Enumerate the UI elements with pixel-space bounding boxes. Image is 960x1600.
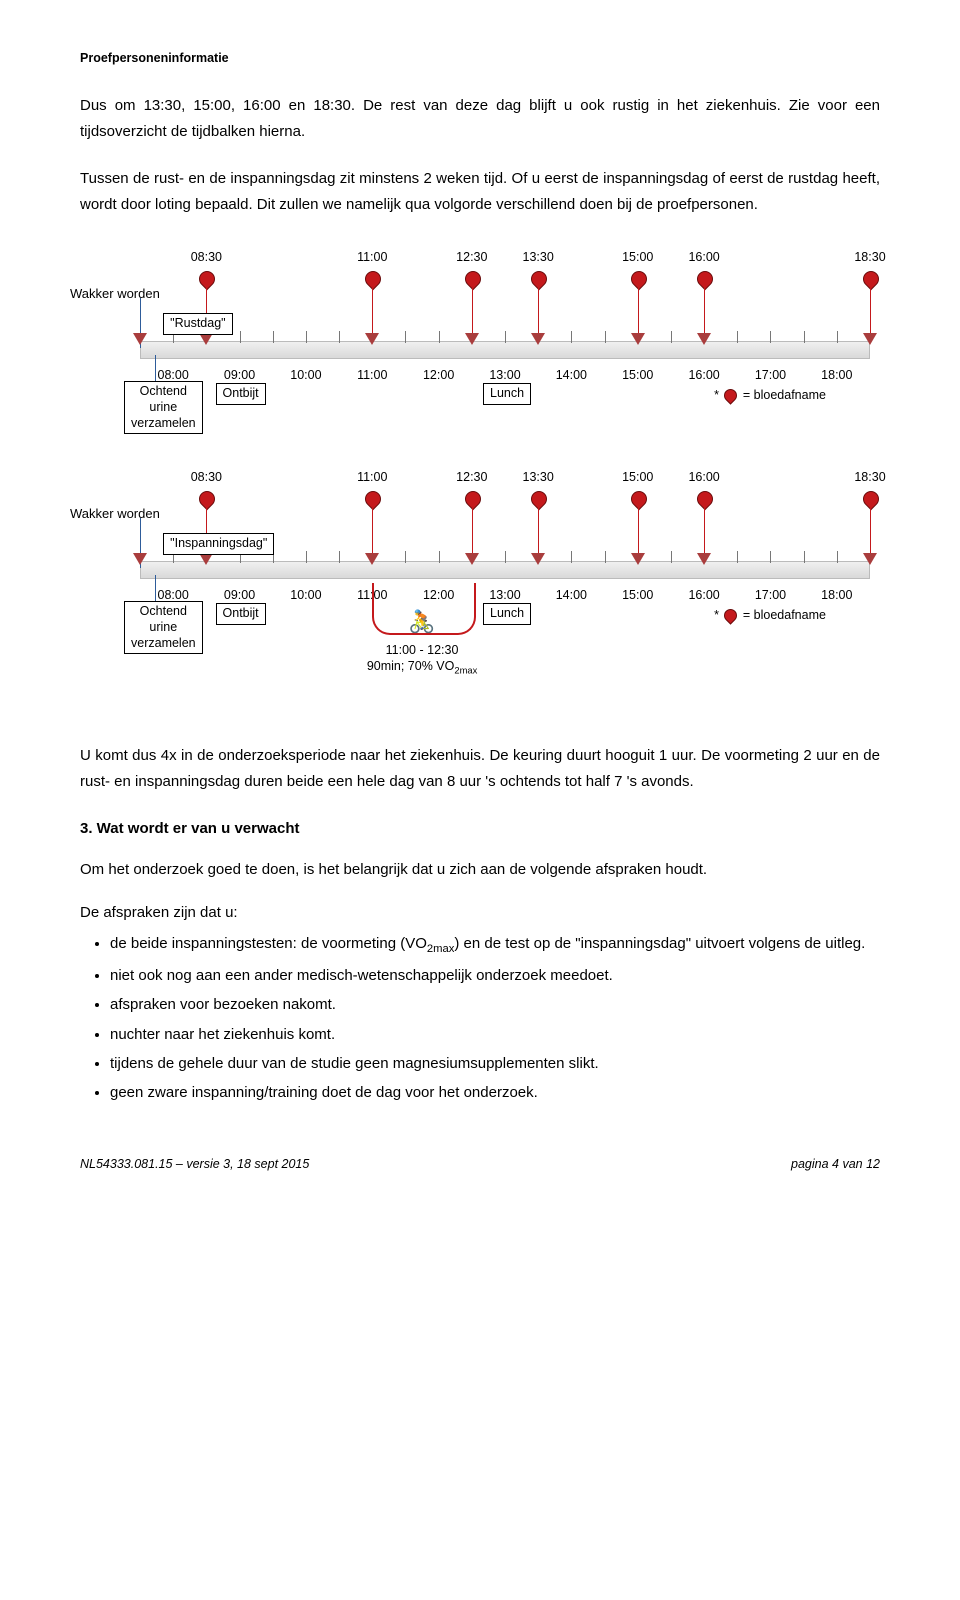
arrow-down-icon — [199, 333, 213, 345]
timeline-rustdag: Wakker worden 08:3011:0012:3013:3015:001… — [80, 253, 880, 443]
arrow-down-icon — [863, 553, 877, 565]
blood-drop-icon — [860, 268, 883, 291]
blood-drop-icon — [627, 488, 650, 511]
section-3-title: 3. Wat wordt er van u verwacht — [80, 816, 880, 842]
footer-left: NL54333.081.15 – versie 3, 18 sept 2015 — [80, 1154, 309, 1175]
hour-label: 16:00 — [688, 365, 719, 386]
afspraken-list: de beide inspanningstesten: de voormetin… — [110, 932, 880, 1105]
arrow-down-icon — [365, 333, 379, 345]
afspraak-item: niet ook nog aan een ander medisch-weten… — [110, 964, 880, 987]
arrow-down-icon — [465, 553, 479, 565]
arrow-down-icon — [531, 553, 545, 565]
blood-drop-icon — [694, 268, 717, 291]
lunch-box: Lunch — [483, 603, 531, 625]
blood-time-label: 08:30 — [191, 247, 222, 268]
blood-drop-icon — [860, 488, 883, 511]
blood-drop-icon — [627, 268, 650, 291]
page-header: Proefpersoneninformatie — [80, 48, 880, 69]
blood-time-label: 12:30 — [456, 467, 487, 488]
blood-drop-icon — [461, 268, 484, 291]
timelines: Wakker worden 08:3011:0012:3013:3015:001… — [80, 253, 880, 703]
arrow-down-icon — [631, 553, 645, 565]
footer-right: pagina 4 van 12 — [791, 1154, 880, 1175]
ochtend-box: Ochtendurineverzamelen — [124, 601, 203, 654]
blood-time-label: 16:00 — [688, 247, 719, 268]
hour-label: 14:00 — [556, 365, 587, 386]
arrow-down-icon — [863, 333, 877, 345]
blood-drop-icon — [694, 488, 717, 511]
day-type-box: "Inspanningsdag" — [163, 533, 274, 555]
hour-label: 18:00 — [821, 585, 852, 606]
blood-drop-icon — [196, 488, 219, 511]
hour-label: 17:00 — [755, 365, 786, 386]
afspraak-item: geen zware inspanning/training doet de d… — [110, 1081, 880, 1104]
day-type-box: "Rustdag" — [163, 313, 232, 335]
hour-label: 15:00 — [622, 365, 653, 386]
hour-label: 10:00 — [290, 585, 321, 606]
blood-time-label: 12:30 — [456, 247, 487, 268]
hour-label: 12:00 — [423, 365, 454, 386]
hour-label: 10:00 — [290, 365, 321, 386]
wakker-label: Wakker worden — [70, 503, 160, 525]
paragraph-3: U komt dus 4x in de onderzoeksperiode na… — [80, 743, 880, 794]
ochtend-box: Ochtendurineverzamelen — [124, 381, 203, 434]
afspraak-item: tijdens de gehele duur van de studie gee… — [110, 1052, 880, 1075]
afspraak-item: afspraken voor bezoeken nakomt. — [110, 993, 880, 1016]
blood-time-label: 15:00 — [622, 467, 653, 488]
afspraak-item: nuchter naar het ziekenhuis komt. — [110, 1023, 880, 1046]
hour-label: 11:00 — [357, 365, 387, 386]
blood-time-label: 11:00 — [357, 467, 387, 488]
legend: * = bloedafname — [714, 605, 826, 626]
blood-time-label: 18:30 — [854, 247, 885, 268]
hour-label: 14:00 — [556, 585, 587, 606]
lunch-box: Lunch — [483, 383, 531, 405]
timeline-bar — [140, 341, 870, 359]
page-footer: NL54333.081.15 – versie 3, 18 sept 2015 … — [80, 1154, 880, 1175]
blood-time-label: 18:30 — [854, 467, 885, 488]
exercise-label: 11:00 - 12:3090min; 70% VO2max — [367, 643, 477, 677]
paragraph-2: Tussen de rust- en de inspanningsdag zit… — [80, 166, 880, 217]
timeline-bar — [140, 561, 870, 579]
arrow-down-icon — [199, 553, 213, 565]
arrow-down-icon — [631, 333, 645, 345]
blood-drop-icon — [196, 268, 219, 291]
legend: * = bloedafname — [714, 385, 826, 406]
paragraph-1: Dus om 13:30, 15:00, 16:00 en 18:30. De … — [80, 93, 880, 144]
blood-drop-icon — [362, 488, 385, 511]
blood-drop-icon — [528, 268, 551, 291]
blood-drop-icon — [362, 268, 385, 291]
arrow-down-icon — [365, 553, 379, 565]
arrow-down-icon — [697, 553, 711, 565]
blood-drop-icon — [461, 488, 484, 511]
section-3-intro: Om het onderzoek goed te doen, is het be… — [80, 857, 880, 883]
timeline-inspanningsdag: Wakker worden 08:3011:0012:3013:3015:001… — [80, 473, 880, 703]
arrow-down-icon — [465, 333, 479, 345]
wakker-label: Wakker worden — [70, 283, 160, 305]
arrow-down-icon — [531, 333, 545, 345]
blood-time-label: 11:00 — [357, 247, 387, 268]
afspraken-intro: De afspraken zijn dat u: — [80, 900, 880, 926]
hour-label: 17:00 — [755, 585, 786, 606]
blood-drop-icon — [528, 488, 551, 511]
ontbijt-box: Ontbijt — [216, 603, 266, 625]
blood-time-label: 13:30 — [523, 467, 554, 488]
blood-time-label: 15:00 — [622, 247, 653, 268]
hour-label: 18:00 — [821, 365, 852, 386]
afspraak-item: de beide inspanningstesten: de voormetin… — [110, 932, 880, 958]
hour-label: 16:00 — [688, 585, 719, 606]
blood-time-label: 16:00 — [688, 467, 719, 488]
hour-label: 15:00 — [622, 585, 653, 606]
blood-time-label: 13:30 — [523, 247, 554, 268]
blood-time-label: 08:30 — [191, 467, 222, 488]
ontbijt-box: Ontbijt — [216, 383, 266, 405]
arrow-down-icon — [697, 333, 711, 345]
